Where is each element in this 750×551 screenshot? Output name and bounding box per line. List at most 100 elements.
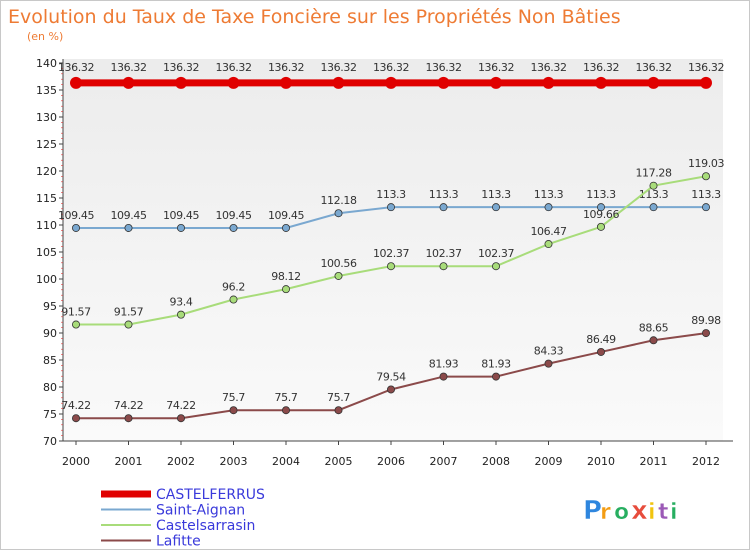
data-point: [229, 406, 238, 415]
data-point: [491, 203, 500, 212]
series-lafitte: 74.22 74.22 74.22 75.7 75.7 75.7 79.54 81.93 81.…: [61, 314, 722, 423]
proxiti-logo: Pr o x i t i: [583, 496, 678, 527]
data-label: 81.93: [481, 358, 511, 371]
x-tick-label: 2002: [167, 455, 195, 468]
data-label: 96.2: [222, 281, 245, 294]
data-label: 91.57: [114, 306, 144, 319]
legend-item: CASTELFERRUS: [101, 487, 265, 503]
y-tick-label: 120: [36, 165, 57, 178]
series-castelferrus: 136.32 136.32 136.32 136.32 136.32 136.32 136.…: [58, 61, 724, 89]
y-tick-label: 80: [43, 381, 57, 394]
data-point: [281, 406, 290, 415]
y-tick-label: 140: [36, 57, 57, 70]
data-label: 113.3: [691, 188, 721, 201]
data-point: [439, 262, 448, 271]
data-point: [176, 414, 185, 423]
chart-title: Evolution du Taux de Taxe Foncière sur l…: [8, 6, 621, 28]
data-point: [334, 209, 343, 218]
x-tick-label: 2000: [62, 455, 90, 468]
legend-label: Lafitte: [156, 534, 201, 550]
data-point: [597, 203, 606, 212]
x-tick-label: 2010: [587, 455, 615, 468]
y-tick-label: 95: [43, 300, 57, 313]
data-label: 74.22: [166, 399, 196, 412]
y-tick-label: 130: [36, 111, 57, 124]
logo-letter: i: [670, 500, 678, 525]
data-label: 75.7: [222, 391, 245, 404]
y-tick-label: 85: [43, 354, 57, 367]
series-layer: 136.32 136.32 136.32 136.32 136.32 136.32 136.…: [58, 61, 725, 423]
data-point: [72, 320, 81, 329]
data-point: [491, 372, 500, 381]
y-tick-label: 70: [43, 435, 57, 448]
logo-letter: r: [600, 500, 611, 525]
x-tick-label: 2007: [430, 455, 458, 468]
x-tick-label: 2012: [692, 455, 720, 468]
data-label: 84.33: [534, 345, 564, 358]
x-axis: 2000 2001 2002 2003 2004 2005 2006 2007 2008 2009…: [62, 440, 733, 468]
series-castelsarrasin: 91.57 91.57 93.4 96.2 98.12 100.56 102.37 102.3…: [61, 157, 725, 329]
data-point: [124, 223, 133, 232]
data-label: 136.32: [583, 61, 619, 74]
data-label: 109.45: [163, 209, 199, 222]
legend: CASTELFERRUSSaint-AignanCastelsarrasinLa…: [101, 487, 265, 550]
data-label: 86.49: [586, 333, 616, 346]
logo-letter: t: [658, 500, 669, 525]
y-tick-label: 110: [36, 219, 57, 232]
legend-label: Saint-Aignan: [156, 503, 245, 519]
x-tick-label: 2009: [535, 455, 563, 468]
data-point: [332, 76, 345, 89]
data-label: 75.7: [327, 391, 350, 404]
data-point: [229, 223, 238, 232]
data-point: [386, 203, 395, 212]
data-label: 136.32: [478, 61, 514, 74]
data-point: [281, 285, 290, 294]
data-label: 109.45: [58, 209, 94, 222]
legend-item: Saint-Aignan: [101, 503, 245, 519]
data-label: 98.12: [271, 270, 301, 283]
data-point: [175, 76, 187, 89]
data-label: 136.32: [530, 61, 566, 74]
data-point: [386, 262, 395, 271]
data-label: 117.28: [635, 167, 671, 180]
data-label: 81.93: [429, 358, 459, 371]
data-point: [702, 172, 711, 181]
plot-area: [63, 59, 723, 441]
data-label: 113.3: [481, 188, 511, 201]
y-tick-label: 90: [43, 327, 57, 340]
data-point: [280, 76, 292, 89]
data-point: [281, 223, 290, 232]
data-label: 91.57: [61, 306, 91, 319]
data-point: [227, 76, 240, 89]
data-label: 109.45: [215, 209, 251, 222]
legend-label: Castelsarrasin: [156, 518, 255, 534]
data-point: [124, 320, 133, 329]
logo-letter: x: [631, 496, 648, 526]
data-label: 136.32: [110, 61, 146, 74]
data-label: 93.4: [170, 296, 193, 309]
data-label: 136.32: [268, 61, 304, 74]
x-tick-label: 2004: [272, 455, 300, 468]
data-label: 106.47: [530, 225, 566, 238]
data-label: 74.22: [61, 399, 91, 412]
data-point: [124, 414, 133, 423]
data-label: 100.56: [320, 257, 356, 270]
x-tick-label: 2008: [482, 455, 510, 468]
data-label: 113.3: [586, 188, 616, 201]
x-tick-label: 2011: [640, 455, 668, 468]
x-tick-label: 2006: [377, 455, 405, 468]
data-label: 113.3: [534, 188, 564, 201]
series-saint-aignan: 109.45 109.45 109.45 109.45 109.45 112.18 113.…: [58, 188, 722, 232]
data-label: 113.3: [376, 188, 406, 201]
x-tick-label: 2005: [325, 455, 353, 468]
data-point: [229, 295, 238, 304]
data-point: [649, 336, 658, 345]
y-tick-label: 105: [36, 246, 57, 259]
data-label: 109.66: [583, 208, 619, 221]
data-label: 136.32: [320, 61, 356, 74]
data-point: [176, 223, 185, 232]
y-tick-label: 75: [43, 408, 57, 421]
logo-letter: P: [583, 496, 602, 526]
data-label: 113.3: [429, 188, 459, 201]
data-label: 119.03: [688, 157, 724, 170]
